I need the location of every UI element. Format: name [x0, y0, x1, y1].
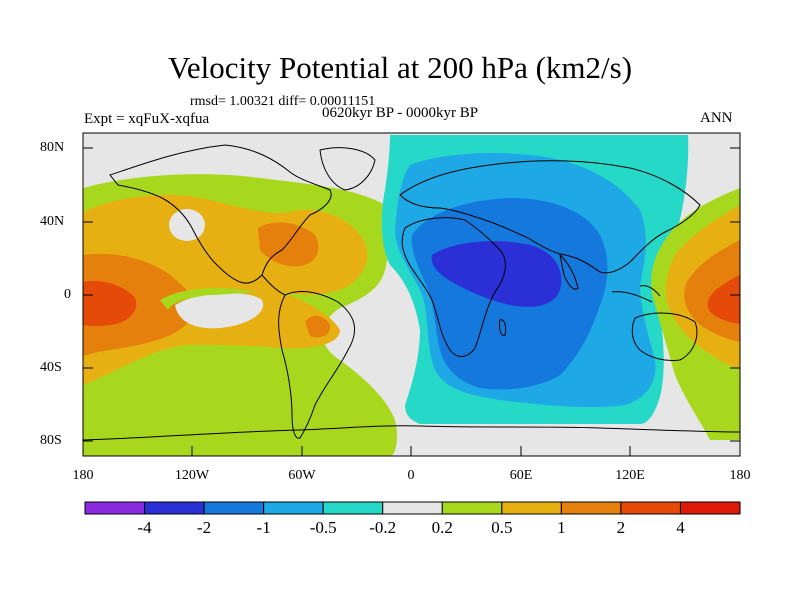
coast-maritime-continent: [611, 285, 661, 303]
colorbar-swatch: [322, 501, 384, 515]
x-ticks: [82, 446, 741, 456]
y-tick-label: 80N: [40, 140, 65, 155]
colorbar-label: 4: [676, 518, 685, 537]
x-tick-label: 60E: [509, 468, 533, 483]
colorbar-swatch: [501, 501, 562, 515]
y-tick-label: 40S: [40, 360, 62, 375]
colorbar-swatch: [203, 501, 265, 515]
period-label: 0620kyr BP - 0000kyr BP: [322, 105, 479, 121]
contour-darkorange-sa: [305, 315, 331, 338]
x-tick-label: 120W: [174, 468, 210, 483]
colorbar-swatch: [620, 501, 681, 515]
colorbar-swatch: [263, 501, 324, 515]
contour-darkblue-east: [431, 241, 562, 307]
coast-greenland: [319, 147, 376, 191]
colorbar-label: -0.2: [369, 518, 397, 537]
contour-darkorange-atlantic: [258, 222, 319, 267]
colorbar-swatch: [144, 501, 205, 515]
plot-title: Velocity Potential at 200 hPa (km2/s): [167, 50, 633, 85]
coast-north-america: [109, 144, 332, 284]
colorbar-label: 0.2: [431, 518, 453, 537]
coast-africa: [401, 217, 506, 357]
coast-eurasia: [399, 160, 701, 274]
colorbar-label: 2: [616, 518, 626, 537]
coast-madagascar: [499, 319, 507, 337]
x-tick-label: 0: [407, 468, 415, 483]
colorbar-swatch: [382, 501, 443, 515]
y-ticks: [83, 147, 740, 442]
y-tick-label: 40N: [40, 214, 65, 229]
x-tick-label: 180: [729, 468, 751, 483]
contour-darkorange-west: [83, 253, 194, 356]
y-tick-label: 80S: [40, 433, 62, 448]
colorbar-label: 1: [557, 518, 566, 537]
coast-central-america: [261, 274, 286, 296]
colorbar-label: -2: [196, 518, 212, 537]
x-tick-label: 180: [72, 468, 94, 483]
colorbar-swatch: [84, 501, 146, 515]
x-tick-label: 120E: [615, 468, 645, 483]
contour-red-wpac: [707, 275, 740, 324]
coast-antarctica: [83, 425, 740, 441]
coast-australia: [631, 312, 698, 361]
contour-zero-pocket-ep: [175, 293, 264, 329]
coast-south-america: [278, 291, 356, 439]
colorbar-label: -1: [256, 518, 271, 537]
colorbar-swatch: [441, 501, 503, 515]
experiment-label: Expt = xqFuX-xqfua: [84, 111, 210, 127]
y-tick-label: 0: [64, 287, 71, 302]
coastlines: [83, 144, 740, 441]
x-tick-label: 60W: [288, 468, 316, 483]
coast-india: [559, 253, 579, 290]
contour-zero-pocket-na: [169, 209, 205, 241]
colorbar-swatch: [560, 501, 622, 515]
colorbar: [84, 501, 741, 515]
colorbar-label: -4: [137, 518, 152, 537]
contour-green-pocket-ep: [160, 288, 262, 310]
contour-field: [83, 133, 740, 456]
stats-line: rmsd= 1.00321 diff= 0.00011151: [190, 94, 376, 109]
colorbar-label: -0.5: [309, 518, 337, 537]
contour-red-west: [83, 280, 137, 327]
season-label: ANN: [700, 110, 733, 126]
colorbar-swatch: [679, 501, 741, 515]
colorbar-label: 0.5: [491, 518, 513, 537]
